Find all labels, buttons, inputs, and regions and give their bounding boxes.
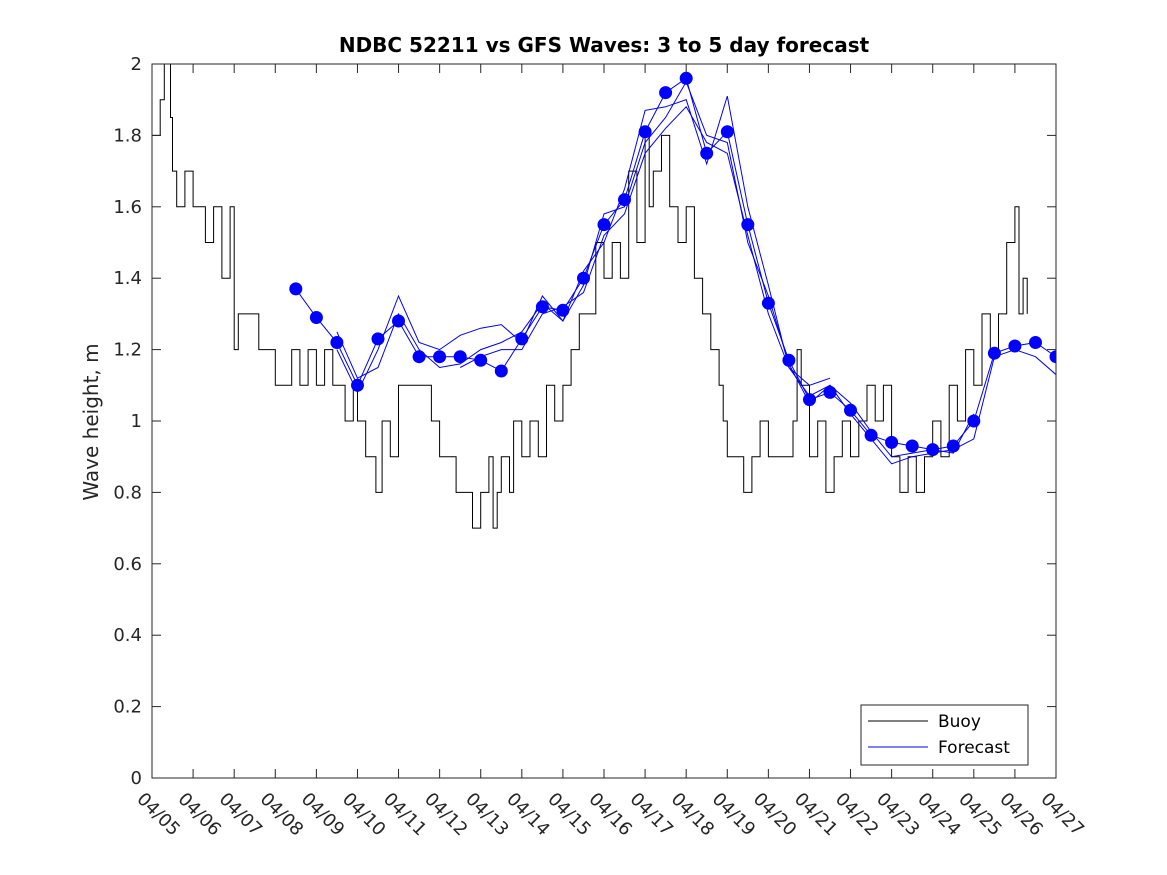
- x-tick-label: 04/23: [872, 789, 924, 841]
- forecast-marker: [1029, 336, 1042, 349]
- forecast-marker: [761, 296, 775, 310]
- y-tick-label: 0.8: [113, 482, 142, 503]
- x-tick-label: 04/18: [667, 789, 719, 841]
- forecast-marker: [577, 271, 590, 285]
- x-tick-label: 04/05: [132, 789, 184, 841]
- x-tick-label: 04/26: [995, 789, 1047, 841]
- forecast-marker: [926, 443, 940, 457]
- x-tick-label: 04/08: [256, 789, 308, 841]
- forecast-marker: [700, 146, 714, 160]
- forecast-marker: [864, 428, 878, 442]
- x-tick-label: 04/09: [297, 789, 349, 841]
- chart-title: NDBC 52211 vs GFS Waves: 3 to 5 day fore…: [339, 33, 870, 57]
- y-tick-label: 1.4: [113, 268, 142, 289]
- forecast-marker: [412, 350, 426, 364]
- x-tick-label: 04/06: [174, 789, 226, 841]
- x-tick-label: 04/22: [831, 789, 883, 841]
- x-tick-label: 04/20: [749, 789, 801, 841]
- x-tick-label: 04/14: [502, 789, 554, 841]
- forecast-marker: [659, 86, 673, 100]
- y-tick-label: 1.8: [113, 125, 142, 146]
- legend: Buoy Forecast: [860, 704, 1029, 766]
- forecast-marker: [803, 393, 816, 407]
- forecast-marker: [905, 439, 919, 453]
- x-tick-label: 04/25: [954, 789, 1006, 841]
- forecast-marker: [309, 311, 323, 324]
- x-tick-label: 04/27: [1036, 789, 1088, 841]
- y-tick-label: 0.2: [113, 697, 142, 718]
- forecast-marker: [330, 336, 344, 349]
- forecast-marker: [392, 314, 405, 328]
- forecast-marker: [535, 300, 549, 314]
- x-tick-label: 04/11: [379, 789, 431, 841]
- forecast-marker: [967, 414, 981, 428]
- y-axis-label: Wave height, m: [79, 343, 103, 500]
- y-tick-label: 1.2: [113, 340, 142, 361]
- forecast-marker: [885, 435, 899, 449]
- forecast-marker: [782, 353, 796, 367]
- series-forecast-line-2: [336, 95, 831, 394]
- forecast-marker: [946, 439, 960, 453]
- forecast-marker: [987, 346, 1001, 360]
- forecast-marker: [1049, 350, 1056, 364]
- y-tick-label: 1.6: [113, 197, 142, 218]
- y-tick-label: 1: [131, 411, 142, 432]
- x-tick-label: 04/10: [338, 789, 390, 841]
- legend-box: [860, 704, 1029, 766]
- series-forecast-line-3: [336, 80, 975, 458]
- y-tick-label: 0.6: [113, 554, 142, 575]
- legend-buoy-label: Buoy: [938, 712, 981, 732]
- forecast-marker: [720, 125, 734, 139]
- forecast-marker: [494, 364, 508, 378]
- x-tick-label: 04/12: [420, 789, 472, 841]
- forecast-marker: [638, 125, 652, 139]
- x-tick-label: 04/17: [626, 789, 678, 841]
- forecast-marker: [556, 303, 570, 317]
- plot-clipped-group: [152, 64, 1056, 529]
- y-tick-label: 2: [131, 54, 142, 75]
- forecast-marker: [618, 193, 631, 207]
- forecast-marker: [679, 71, 693, 85]
- x-tick-label: 04/13: [461, 789, 513, 841]
- y-tick-label: 0: [131, 768, 142, 789]
- forecast-marker: [597, 218, 611, 232]
- forecast-marker: [474, 353, 488, 367]
- plot-area: [152, 64, 1056, 778]
- forecast-marker: [844, 403, 857, 417]
- x-tick-label: 04/07: [215, 789, 267, 841]
- forecast-marker: [741, 218, 755, 232]
- plot-layer: [152, 64, 1056, 529]
- legend-forecast-label: Forecast: [938, 738, 1010, 758]
- forecast-marker: [351, 378, 364, 392]
- forecast-marker: [1008, 339, 1022, 353]
- y-tick-label: 0.4: [113, 625, 142, 646]
- forecast-marker: [371, 332, 385, 346]
- forecast-marker: [289, 282, 303, 296]
- forecast-marker: [433, 350, 447, 364]
- forecast-marker: [515, 332, 529, 346]
- forecast-marker: [823, 385, 837, 399]
- forecast-marker: [453, 350, 467, 364]
- x-tick-label: 04/16: [584, 789, 636, 841]
- x-tick-label: 04/19: [708, 789, 760, 841]
- x-tick-label: 04/24: [913, 789, 965, 841]
- x-tick-label: 04/15: [543, 789, 595, 841]
- x-tick-label: 04/21: [790, 789, 842, 841]
